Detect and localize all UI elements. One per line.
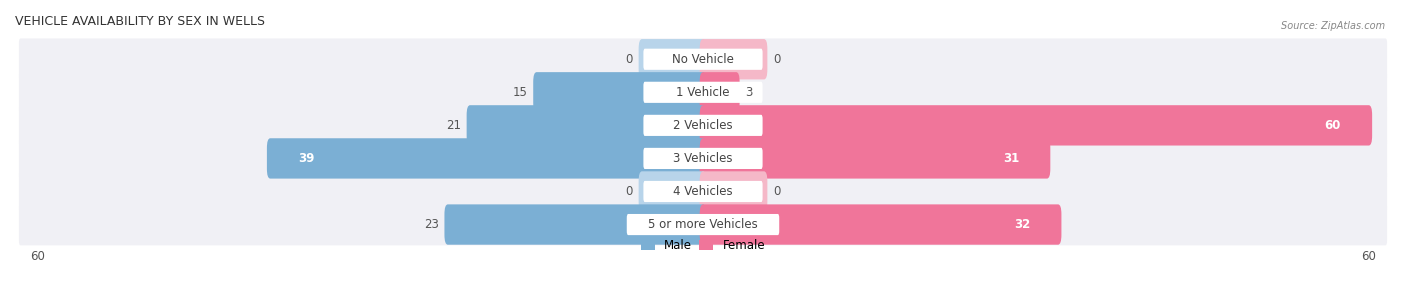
FancyBboxPatch shape — [627, 214, 779, 235]
FancyBboxPatch shape — [644, 49, 762, 70]
FancyBboxPatch shape — [644, 181, 762, 202]
Text: 15: 15 — [513, 86, 527, 99]
Text: 32: 32 — [1014, 218, 1031, 231]
FancyBboxPatch shape — [700, 39, 768, 80]
FancyBboxPatch shape — [700, 138, 1050, 179]
Text: 23: 23 — [425, 218, 439, 231]
Text: 60: 60 — [1324, 119, 1341, 132]
Text: 31: 31 — [1002, 152, 1019, 165]
Text: 3: 3 — [745, 86, 752, 99]
FancyBboxPatch shape — [644, 115, 762, 136]
Text: 21: 21 — [446, 119, 461, 132]
Text: 39: 39 — [298, 152, 315, 165]
Legend: Male, Female: Male, Female — [641, 239, 765, 252]
FancyBboxPatch shape — [700, 204, 1062, 245]
Text: Source: ZipAtlas.com: Source: ZipAtlas.com — [1281, 21, 1385, 32]
FancyBboxPatch shape — [700, 72, 740, 113]
FancyBboxPatch shape — [644, 82, 762, 103]
Text: 0: 0 — [773, 53, 780, 66]
FancyBboxPatch shape — [267, 138, 706, 179]
FancyBboxPatch shape — [18, 39, 1388, 80]
FancyBboxPatch shape — [700, 105, 1372, 146]
Text: 2 Vehicles: 2 Vehicles — [673, 119, 733, 132]
Text: 0: 0 — [773, 185, 780, 198]
FancyBboxPatch shape — [18, 138, 1388, 179]
FancyBboxPatch shape — [18, 72, 1388, 113]
FancyBboxPatch shape — [18, 204, 1388, 245]
FancyBboxPatch shape — [644, 148, 762, 169]
FancyBboxPatch shape — [18, 105, 1388, 146]
FancyBboxPatch shape — [467, 105, 706, 146]
FancyBboxPatch shape — [444, 204, 706, 245]
FancyBboxPatch shape — [638, 39, 706, 80]
Text: 0: 0 — [626, 185, 633, 198]
Text: 3 Vehicles: 3 Vehicles — [673, 152, 733, 165]
FancyBboxPatch shape — [638, 171, 706, 212]
Text: 4 Vehicles: 4 Vehicles — [673, 185, 733, 198]
Text: 1 Vehicle: 1 Vehicle — [676, 86, 730, 99]
FancyBboxPatch shape — [533, 72, 706, 113]
Text: 5 or more Vehicles: 5 or more Vehicles — [648, 218, 758, 231]
FancyBboxPatch shape — [700, 171, 768, 212]
Text: VEHICLE AVAILABILITY BY SEX IN WELLS: VEHICLE AVAILABILITY BY SEX IN WELLS — [15, 15, 264, 28]
Text: 0: 0 — [626, 53, 633, 66]
Text: No Vehicle: No Vehicle — [672, 53, 734, 66]
FancyBboxPatch shape — [18, 171, 1388, 212]
